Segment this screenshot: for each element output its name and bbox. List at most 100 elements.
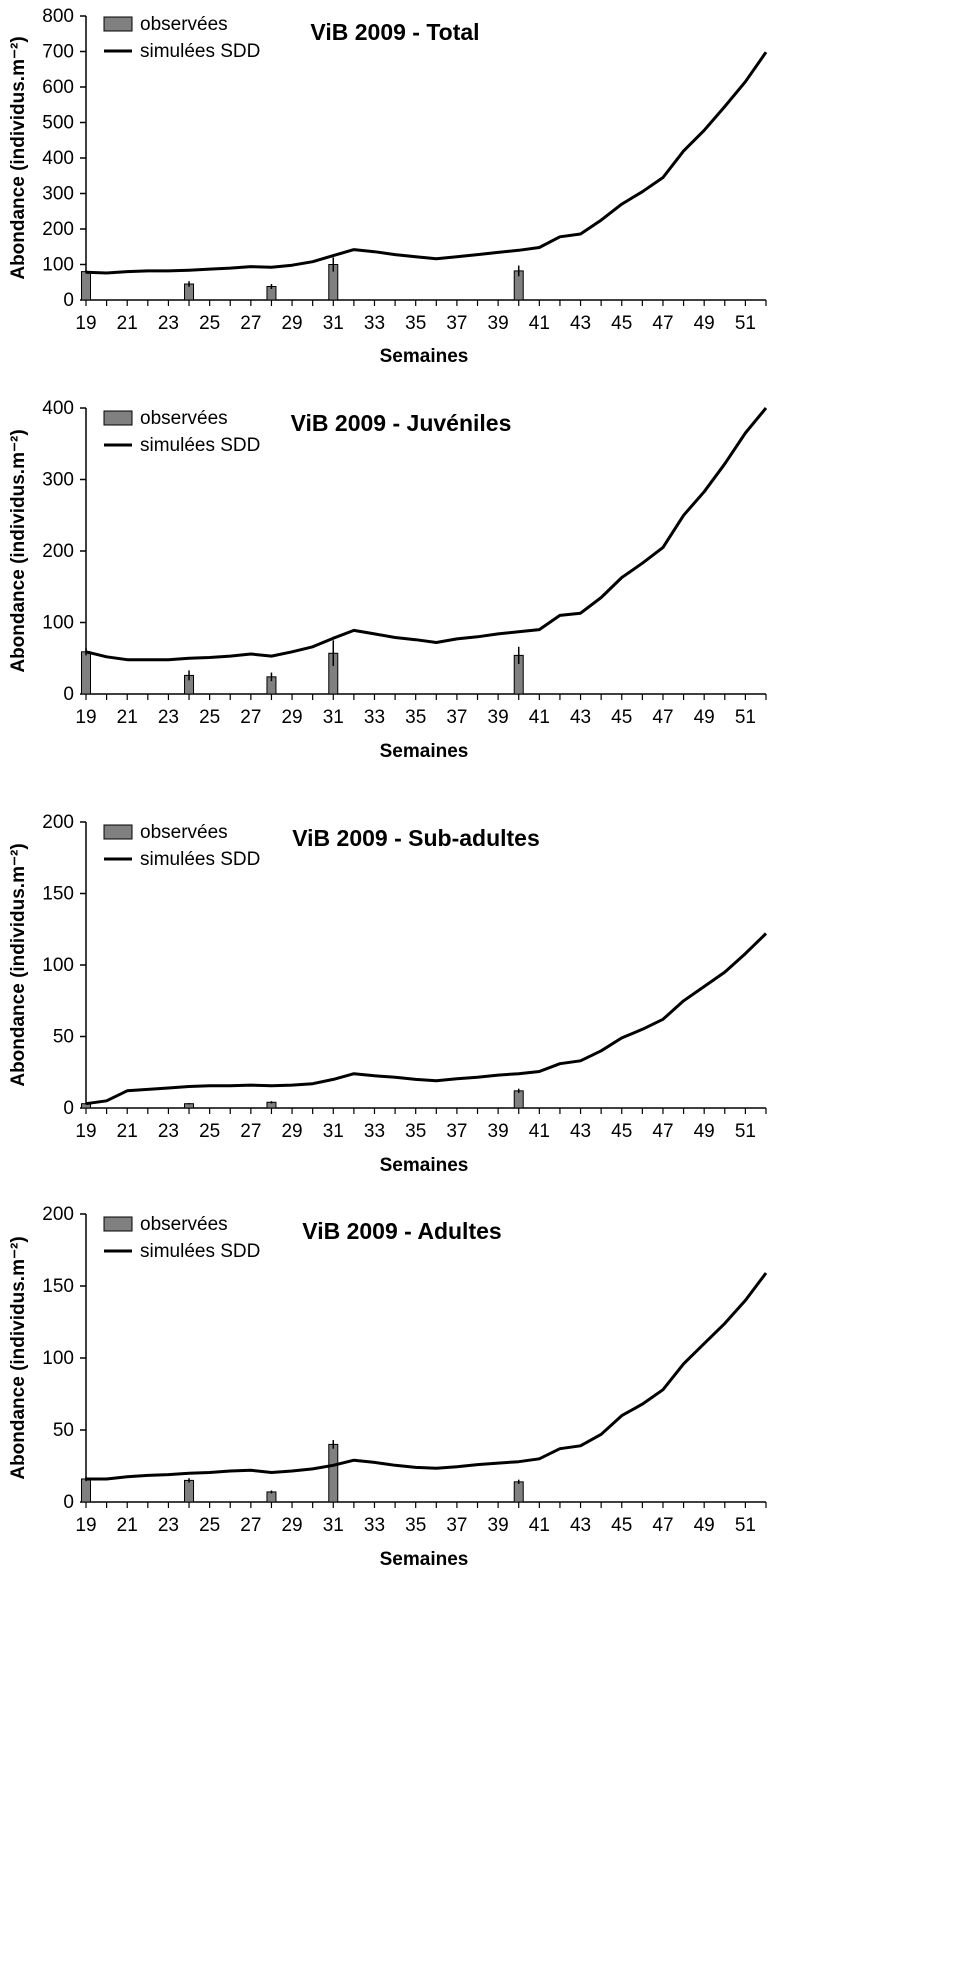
x-tick-label: 21 [117,1121,138,1142]
y-axis-label: Abondance (individus.m⁻²) [8,843,29,1086]
x-tick-label: 43 [570,707,591,728]
x-tick-label: 33 [364,1515,385,1536]
simulated-line [85,407,768,662]
legend: observées simulées SDD [103,1214,260,1262]
x-tick-label: 37 [446,1515,467,1536]
x-tick-label: 41 [529,313,550,334]
x-tick-label: 43 [570,1121,591,1142]
y-tick-label: 400 [42,148,74,169]
x-tick-label: 19 [75,313,96,334]
observed-bar [81,1478,91,1503]
legend-observed-label: observées [140,822,228,843]
observed-bar [513,1481,524,1503]
y-tick-label: 200 [42,219,74,240]
y-tick-label: 100 [42,613,74,634]
y-tick-label: 300 [42,470,74,491]
x-tick-label: 31 [323,313,344,334]
y-tick-label: 100 [42,255,74,276]
chart-panel: 0 50 100 150 200 19 21 23 25 27 29 31 33 35 37 39 41 43 45… [8,812,768,1176]
legend-observed-label: observées [140,408,228,429]
y-tick-label: 0 [63,1098,74,1119]
y-tick-label: 500 [42,113,74,134]
x-tick-label: 45 [611,1515,632,1536]
legend-observed-swatch [103,824,133,840]
legend-observed-label: observées [140,1214,228,1235]
simulated-line [85,932,768,1106]
x-tick-label: 21 [117,707,138,728]
x-tick-label: 45 [611,1121,632,1142]
x-tick-label: 45 [611,707,632,728]
x-tick-label: 35 [405,1121,426,1142]
x-tick-label: 33 [364,1121,385,1142]
x-tick-label: 25 [199,1515,220,1536]
chart-title: ViB 2009 - Sub-adultes [292,825,540,851]
y-tick-label: 100 [42,955,74,976]
observed-bar [266,1491,277,1503]
x-tick-label: 25 [199,707,220,728]
observed-bar [81,271,91,301]
x-tick-label: 43 [570,313,591,334]
legend-simulated-label: simulées SDD [140,435,260,456]
chart-panel: 0 100 200 300 400 19 21 23 25 27 29 31 33 35 37 39 41 43 4… [8,398,768,762]
x-tick-label: 19 [75,707,96,728]
x-tick-label: 19 [75,1515,96,1536]
x-tick-label: 31 [323,707,344,728]
y-tick-label: 200 [42,541,74,562]
y-tick-label: 150 [42,1276,74,1297]
chart-title: ViB 2009 - Adultes [302,1218,501,1244]
legend: observées simulées SDD [103,14,260,62]
legend-simulated-label: simulées SDD [140,41,260,62]
x-tick-label: 27 [240,1121,261,1142]
x-tick-label: 39 [488,1515,509,1536]
x-tick-label: 23 [158,707,179,728]
x-tick-label: 49 [694,1121,715,1142]
x-axis-label: Semaines [380,1155,469,1176]
x-tick-label: 29 [281,313,302,334]
y-tick-label: 300 [42,184,74,205]
y-tick-label: 200 [42,812,74,833]
x-axis-label: Semaines [380,346,469,367]
y-tick-label: 0 [63,684,74,705]
x-tick-label: 23 [158,1515,179,1536]
x-tick-label: 25 [199,1121,220,1142]
x-tick-label: 47 [652,313,673,334]
x-axis-label: Semaines [380,741,469,762]
x-tick-label: 51 [735,1121,756,1142]
x-tick-label: 29 [281,707,302,728]
x-tick-label: 47 [652,1515,673,1536]
x-tick-label: 27 [240,313,261,334]
x-tick-label: 31 [323,1515,344,1536]
y-axis-label: Abondance (individus.m⁻²) [8,1236,29,1479]
x-tick-label: 21 [117,1515,138,1536]
x-tick-label: 27 [240,1515,261,1536]
y-tick-label: 150 [42,884,74,905]
chart-panel: 0 50 100 150 200 19 21 23 25 27 29 31 33 35 37 39 41 43 45… [8,1204,768,1570]
simulated-line [86,1272,768,1481]
legend-observed-swatch [103,1216,133,1232]
x-tick-label: 37 [446,707,467,728]
chart-panel: 0 100 200 300 400 500 600 700 800 19 21 23 25 27 29 31 3… [8,6,768,367]
x-tick-label: 35 [405,313,426,334]
chart-title: ViB 2009 - Juvéniles [291,410,512,436]
legend-simulated-label: simulées SDD [140,1241,260,1262]
x-tick-label: 39 [488,1121,509,1142]
x-tick-label: 23 [158,1121,179,1142]
x-tick-label: 37 [446,313,467,334]
x-tick-label: 51 [735,313,756,334]
simulated-line [85,51,768,275]
x-tick-label: 39 [488,707,509,728]
x-tick-label: 37 [446,1121,467,1142]
x-tick-label: 47 [652,707,673,728]
y-tick-label: 200 [42,1204,74,1225]
x-tick-label: 25 [199,313,220,334]
legend-observed-label: observées [140,14,228,35]
observed-bar [513,1090,524,1109]
y-tick-label: 0 [63,1492,74,1513]
x-tick-label: 43 [570,1515,591,1536]
x-tick-label: 29 [281,1121,302,1142]
x-tick-label: 49 [694,1515,715,1536]
x-tick-label: 21 [117,313,138,334]
x-tick-label: 33 [364,313,385,334]
x-tick-label: 51 [735,707,756,728]
x-tick-label: 51 [735,1515,756,1536]
